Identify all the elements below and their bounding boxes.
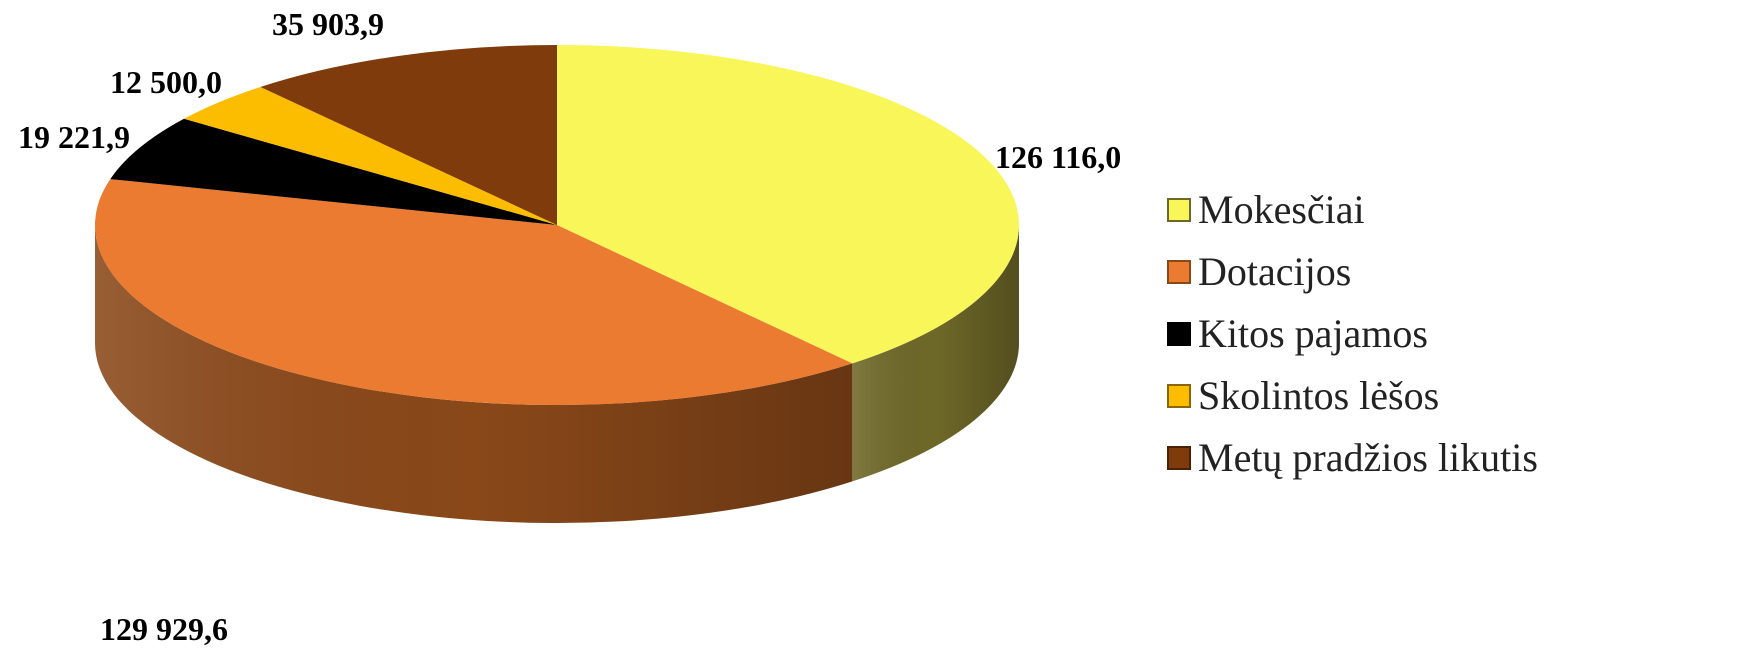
pie-side-shade-dotacijos [94, 225, 853, 524]
pie-slice-kitos-pajamos [110, 118, 557, 225]
data-label-metu-pradzios-likutis: 35 903,9 [272, 6, 384, 42]
legend-label-mokesciai: Mokesčiai [1198, 187, 1365, 232]
data-label-kitos-pajamos: 19 221,9 [18, 119, 130, 155]
pie-slice-dotacijos [94, 179, 853, 406]
legend-item-skolintos-lesos: Skolintos lėšos [1167, 373, 1439, 418]
legend-swatch-mokesciai [1167, 198, 1191, 222]
data-labels: 126 116,0 129 929,6 19 221,9 12 500,0 35 903… [18, 6, 1121, 647]
pie-slice-metu-pradzios-likutis [260, 45, 557, 225]
pie-slice-skolintos-lesos [184, 86, 557, 225]
legend-label-kitos-pajamos: Kitos pajamos [1198, 311, 1428, 356]
legend-item-kitos-pajamos: Kitos pajamos [1167, 311, 1428, 356]
legend-item-mokesciai: Mokesčiai [1167, 187, 1365, 232]
legend-label-skolintos-lesos: Skolintos lėšos [1198, 373, 1439, 418]
pie-slice-mokesciai [557, 45, 1020, 364]
legend-swatch-skolintos-lesos [1167, 384, 1191, 408]
data-label-mokesciai: 126 116,0 [995, 139, 1121, 175]
data-label-dotacijos: 129 929,6 [100, 611, 228, 647]
legend-item-metu-pradzios-likutis: Metų pradžios likutis [1167, 435, 1538, 480]
legend-item-dotacijos: Dotacijos [1167, 249, 1351, 294]
legend: Mokesčiai Dotacijos Kitos pajamos Skolintos… [1167, 187, 1538, 480]
legend-swatch-metu-pradzios-likutis [1167, 446, 1191, 470]
data-label-skolintos-lesos: 12 500,0 [110, 64, 222, 100]
pie-top [94, 45, 1020, 406]
legend-swatch-kitos-pajamos [1167, 322, 1191, 346]
legend-label-metu-pradzios-likutis: Metų pradžios likutis [1198, 435, 1538, 480]
legend-label-dotacijos: Dotacijos [1198, 249, 1351, 294]
legend-swatch-dotacijos [1167, 260, 1191, 284]
pie-sides [94, 225, 1019, 524]
pie-side-shade-mokesciai [852, 225, 1019, 482]
